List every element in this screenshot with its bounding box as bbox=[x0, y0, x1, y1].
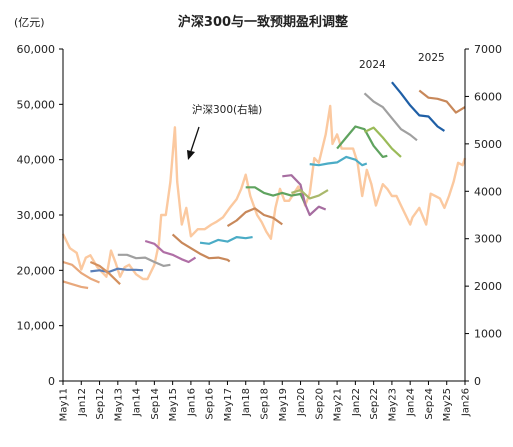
right-tick-label: 4000 bbox=[474, 185, 502, 198]
left-tick-label: 20,000 bbox=[17, 264, 56, 277]
series-earnings-line-8 bbox=[199, 236, 253, 245]
right-tick-label: 0 bbox=[474, 375, 481, 388]
x-tick-label: Jan14 bbox=[132, 388, 143, 417]
left-unit-label: (亿元) bbox=[14, 16, 45, 29]
series-earnings-line-7 bbox=[171, 233, 231, 263]
right-tick-label: 2000 bbox=[474, 280, 502, 293]
series-earnings-line-10 bbox=[245, 186, 307, 205]
x-tick-label: Sep24 bbox=[424, 388, 435, 420]
x-tick-label: May19 bbox=[278, 388, 289, 421]
x-tick-label: Jan24 bbox=[406, 388, 417, 417]
right-tick-label: 1000 bbox=[474, 328, 502, 341]
x-tick-label: Jan26 bbox=[461, 388, 472, 417]
x-tick-label: May17 bbox=[223, 388, 234, 421]
x-tick-label: Jan12 bbox=[77, 388, 88, 417]
series-layer bbox=[61, 81, 467, 290]
x-tick-label: May23 bbox=[387, 388, 398, 421]
series-earnings-line-5 bbox=[117, 253, 171, 267]
left-tick-label: 40,000 bbox=[17, 154, 56, 167]
x-tick-label: Sep14 bbox=[150, 388, 161, 420]
x-tick-label: May11 bbox=[59, 388, 70, 421]
x-tick-label: Sep16 bbox=[205, 388, 216, 420]
x-tick-label: Jan18 bbox=[241, 388, 252, 417]
label-2025: 2025 bbox=[418, 52, 445, 64]
x-tick-label: Sep20 bbox=[314, 388, 325, 420]
annotation-arrow bbox=[187, 126, 200, 160]
series-earnings-line-11 bbox=[282, 174, 327, 217]
series-earnings-line-3 bbox=[90, 267, 143, 274]
left-tick-label: 10,000 bbox=[17, 320, 56, 333]
x-tick-label: May25 bbox=[442, 388, 453, 421]
x-tick-label: Jan16 bbox=[186, 388, 197, 417]
right-tick-label: 7000 bbox=[474, 43, 502, 56]
left-tick-label: 0 bbox=[48, 375, 55, 388]
series-earnings-line-4 bbox=[89, 260, 121, 285]
label-2024: 2024 bbox=[359, 59, 386, 71]
x-tick-label: May13 bbox=[113, 388, 124, 421]
x-tick-label: Sep18 bbox=[260, 388, 271, 420]
series-earnings-line-18 bbox=[418, 89, 466, 114]
x-tick-label: Jan20 bbox=[296, 388, 307, 417]
index-annotation: 沪深300(右轴) bbox=[192, 103, 262, 116]
right-tick-label: 6000 bbox=[474, 90, 502, 103]
series-earnings-line-9 bbox=[226, 207, 283, 228]
series-earnings-line-13 bbox=[309, 155, 368, 167]
series-earnings-line-12 bbox=[291, 189, 329, 200]
x-tick-label: Sep22 bbox=[369, 388, 380, 420]
x-tick-label: Sep12 bbox=[95, 388, 106, 420]
series-earnings-line-16 bbox=[363, 92, 418, 142]
series-earnings-line-17 bbox=[391, 81, 445, 132]
left-tick-label: 30,000 bbox=[17, 209, 56, 222]
chart-title: 沪深300与一致预期盈利调整 bbox=[178, 14, 349, 30]
axis-layer: 0 10,000 20,000 30,000 40,000 50,000 60,000 0 10… bbox=[17, 43, 503, 421]
series-earnings-line-14 bbox=[336, 125, 388, 158]
series-earnings-line-15 bbox=[364, 126, 402, 158]
left-tick-label: 50,000 bbox=[17, 98, 56, 111]
series-earnings-line-2 bbox=[62, 280, 89, 290]
left-tick-label: 60,000 bbox=[17, 43, 56, 56]
series-earnings-line-6 bbox=[144, 239, 197, 264]
right-tick-label: 3000 bbox=[474, 233, 502, 246]
series-earnings-line-1 bbox=[62, 260, 100, 284]
x-tick-label: May15 bbox=[168, 388, 179, 421]
x-tick-label: May21 bbox=[333, 388, 344, 421]
x-tick-label: Jan22 bbox=[351, 388, 362, 417]
right-tick-label: 5000 bbox=[474, 138, 502, 151]
